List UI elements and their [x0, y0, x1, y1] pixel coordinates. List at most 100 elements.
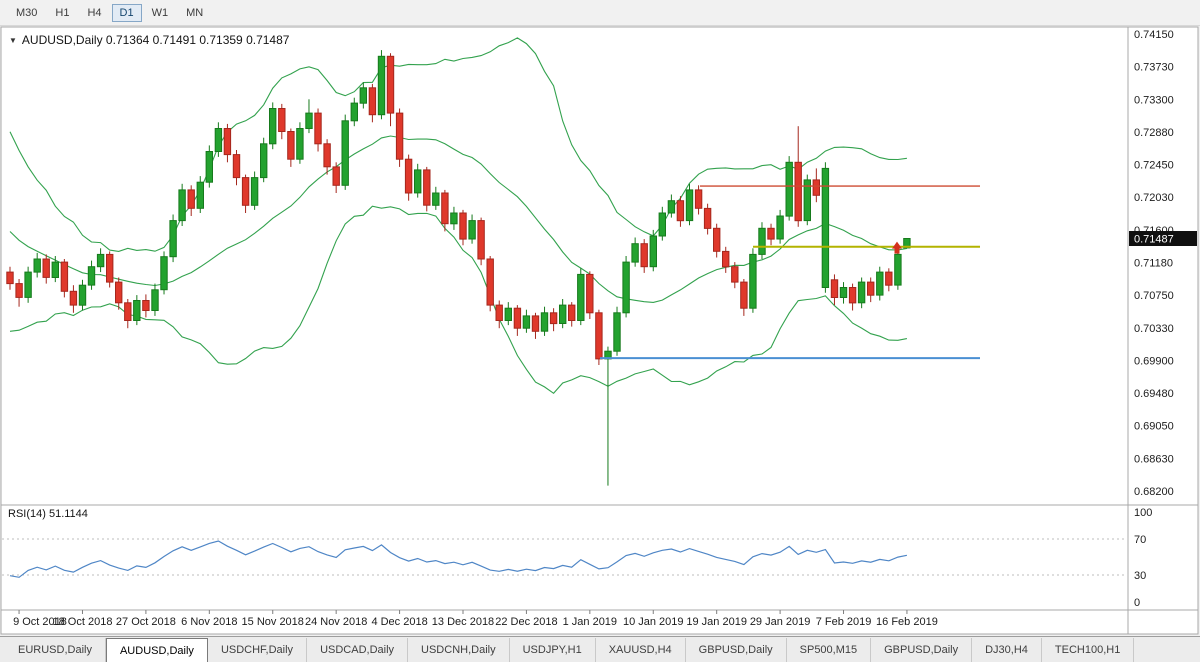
candle-body — [377, 55, 386, 116]
candle-body — [595, 312, 603, 360]
tab-usdjpy-h1[interactable]: USDJPY,H1 — [510, 638, 596, 662]
candle-body — [622, 261, 630, 314]
candle-body — [513, 307, 522, 329]
candle-body — [649, 235, 657, 268]
date-label: 24 Nov 2018 — [305, 616, 367, 628]
bollinger-upper-line — [9, 37, 907, 252]
candle-body — [486, 258, 494, 306]
timeframe-button-m30[interactable]: M30 — [8, 4, 45, 22]
candle-body — [749, 253, 757, 309]
timeframe-button-mn[interactable]: MN — [178, 4, 211, 22]
candle-body — [323, 143, 331, 168]
rsi-plot — [9, 540, 908, 578]
current-price-badge — [1129, 231, 1197, 246]
price-axis-label: 0.69900 — [1134, 355, 1174, 367]
candle-body — [450, 212, 458, 225]
candle-body — [151, 289, 159, 311]
candle-body — [703, 207, 712, 229]
chart-dropdown-icon[interactable]: ▼ — [9, 36, 17, 45]
candle-body — [87, 266, 96, 286]
date-label: 22 Dec 2018 — [495, 616, 557, 628]
price-axis-label: 0.72450 — [1134, 160, 1174, 172]
candle-body — [758, 227, 766, 255]
candle-body — [196, 181, 205, 209]
candle-body — [441, 192, 449, 225]
tab-gbpusd-daily[interactable]: GBPUSD,Daily — [686, 638, 787, 662]
candle-body — [559, 304, 567, 325]
candle-body — [459, 212, 467, 240]
candle-body — [549, 312, 558, 325]
timeframe-button-h1[interactable]: H1 — [47, 4, 77, 22]
candle-body — [69, 290, 78, 306]
candle-body — [223, 128, 232, 156]
tab-xauusd-h4[interactable]: XAUUSD,H4 — [596, 638, 686, 662]
price-axis-label: 0.72030 — [1134, 192, 1174, 204]
candle-body — [368, 87, 377, 116]
timeframe-button-w1[interactable]: W1 — [144, 4, 177, 22]
candle-body — [359, 87, 368, 104]
date-label: 10 Jan 2019 — [623, 616, 684, 628]
price-axis-label: 0.71180 — [1134, 258, 1173, 270]
candle-body — [350, 102, 359, 122]
tab-dj30-h4[interactable]: DJ30,H4 — [972, 638, 1042, 662]
tab-usdcad-daily[interactable]: USDCAD,Daily — [307, 638, 409, 662]
tab-usdcnh-daily[interactable]: USDCNH,Daily — [408, 638, 510, 662]
candle-body — [876, 271, 884, 296]
candle-body — [404, 158, 413, 194]
candle-body — [568, 304, 576, 322]
candle-body — [115, 281, 123, 304]
candle-body — [414, 169, 422, 194]
candle-body — [432, 192, 440, 206]
candle-body — [586, 273, 594, 314]
candle-body — [160, 256, 168, 291]
timeframe-button-h4[interactable]: H4 — [79, 4, 109, 22]
price-axis-label: 0.73300 — [1134, 94, 1174, 106]
candle-body — [857, 281, 866, 304]
candle-body — [894, 253, 902, 286]
buy-arrow-marker[interactable] — [892, 241, 902, 254]
candle-body — [106, 253, 114, 283]
candle-body — [287, 131, 295, 160]
price-axis-label: 0.69050 — [1134, 421, 1174, 433]
chart-window: 0.74150 0.73730 0.73300 0.72880 0.72450 0.720… — [0, 26, 1200, 636]
candle-body — [51, 261, 59, 279]
candle-body — [214, 128, 223, 152]
candle-body — [867, 281, 875, 296]
candle-body — [78, 284, 87, 306]
tab-tech100-h1[interactable]: TECH100,H1 — [1042, 638, 1135, 662]
candles-layer[interactable] — [6, 50, 911, 486]
candle-body — [124, 302, 132, 321]
current-price-text: 0.71487 — [1134, 234, 1174, 246]
candle-body — [96, 253, 105, 268]
candle-body — [468, 220, 476, 240]
candle-body — [42, 258, 50, 278]
candle-body — [685, 189, 694, 222]
chart-canvas[interactable]: 0.74150 0.73730 0.73300 0.72880 0.72450 0.720… — [0, 26, 1200, 636]
tab-gbpusd-daily[interactable]: GBPUSD,Daily — [871, 638, 973, 662]
tab-usdchf-daily[interactable]: USDCHF,Daily — [208, 638, 308, 662]
candle-body — [631, 243, 639, 263]
tab-audusd-daily[interactable]: AUDUSD,Daily — [105, 638, 208, 662]
candle-body — [667, 200, 676, 214]
candle-body — [531, 315, 540, 332]
candle-body — [776, 215, 784, 240]
candle-body — [314, 112, 322, 145]
timeframe-button-d1[interactable]: D1 — [111, 3, 142, 22]
candle-body — [785, 161, 793, 217]
date-label: 29 Jan 2019 — [750, 616, 811, 628]
candle-body — [33, 258, 41, 273]
symbol-tab-bar: EURUSD,Daily AUDUSD,Daily USDCHF,Daily USDC… — [0, 636, 1200, 662]
bollinger-bands — [9, 37, 908, 395]
candle-body — [169, 220, 177, 258]
candle-body — [903, 238, 911, 249]
rsi-line — [9, 540, 908, 578]
tab-sp500-m15[interactable]: SP500,M15 — [787, 638, 872, 662]
price-axis-label: 0.68200 — [1134, 486, 1174, 498]
candle-body — [250, 177, 259, 206]
rsi-axis-label: 70 — [1134, 534, 1146, 546]
candle-body — [341, 120, 349, 186]
date-label: 27 Oct 2018 — [116, 616, 176, 628]
tab-eurusd-daily[interactable]: EURUSD,Daily — [5, 638, 106, 662]
date-label: 9 Oct 2018 — [13, 616, 67, 628]
price-axis-label: 0.70330 — [1134, 323, 1174, 335]
